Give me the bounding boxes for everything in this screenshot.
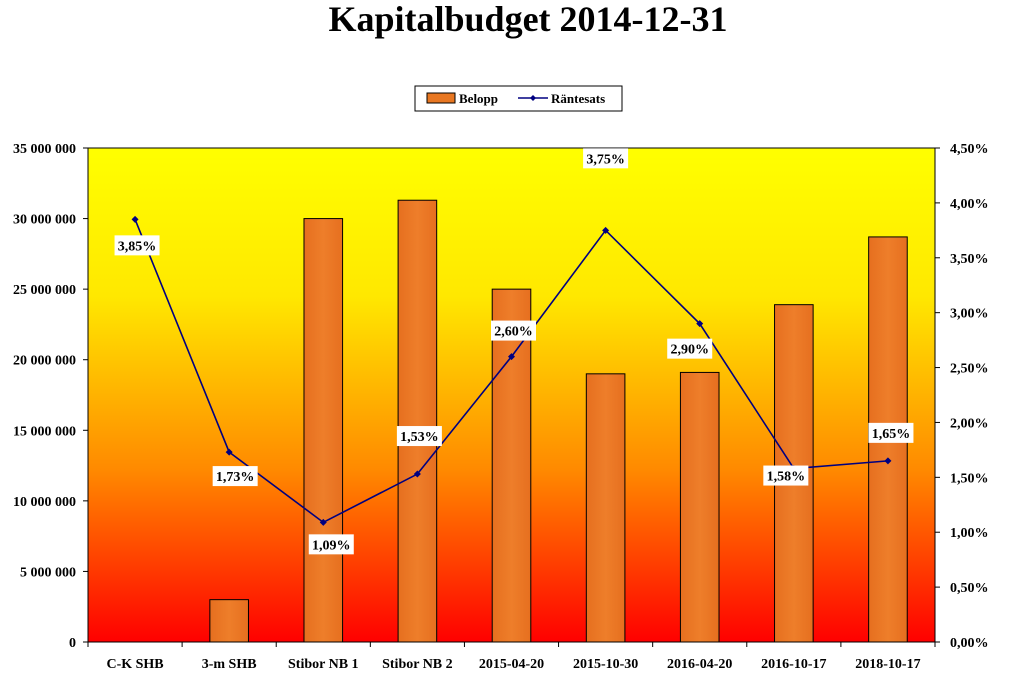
line-point xyxy=(602,226,610,234)
right-axis-tick-label: 4,50% xyxy=(950,142,989,157)
data-label-box xyxy=(868,422,914,443)
left-axis: 0 5 000 000 10 000 000 15 000 000 20 000 000… xyxy=(13,142,88,651)
line-point xyxy=(131,215,139,223)
data-labels-rantesats: 3,85% 1,73% 1,09% 1,53% 2,60% 3,75% 2,90% 1,58%… xyxy=(114,148,914,555)
data-label: 1,53% xyxy=(400,430,439,445)
data-label: 3,85% xyxy=(118,239,157,254)
right-axis-tick-label: 2,00% xyxy=(950,416,989,431)
legend: Belopp Räntesats xyxy=(414,85,623,112)
right-axis-tick-label: 1,50% xyxy=(950,471,989,486)
bar xyxy=(303,218,344,643)
line-point xyxy=(696,320,704,328)
left-axis-tick-label: 10 000 000 xyxy=(13,495,76,510)
line-point xyxy=(319,518,327,526)
data-label: 1,73% xyxy=(216,470,255,485)
left-axis-tick-label: 20 000 000 xyxy=(13,354,76,369)
category-label: Stibor NB 2 xyxy=(382,657,453,672)
data-label: 2,90% xyxy=(670,343,709,358)
line-point xyxy=(413,470,421,478)
category-label: C-K SHB xyxy=(106,657,163,672)
data-label: 3,75% xyxy=(586,152,625,167)
data-label-box xyxy=(114,235,160,256)
right-axis-tick-label: 3,00% xyxy=(950,307,989,322)
right-axis-tick-label: 3,50% xyxy=(950,252,989,267)
right-axis-tick-label: 0,00% xyxy=(950,636,989,651)
data-label: 1,65% xyxy=(872,427,911,442)
data-label-box xyxy=(308,534,354,555)
right-axis: 0,00% 0,50% 1,00% 1,50% 2,00% 2,50% 3,00% 3,50%… xyxy=(935,142,989,651)
category-label: 2018-10-17 xyxy=(855,657,920,672)
data-label: 1,09% xyxy=(312,538,351,553)
legend-label-belopp: Belopp xyxy=(459,91,498,106)
right-axis-tick-label: 0,50% xyxy=(950,581,989,596)
data-label-box xyxy=(396,426,442,447)
legend-swatch-belopp xyxy=(426,92,456,104)
category-label: 2016-10-17 xyxy=(761,657,826,672)
right-axis-tick-label: 2,50% xyxy=(950,362,989,377)
legend-marker-rantesats xyxy=(530,95,536,101)
data-label-box xyxy=(583,148,629,169)
chart-title: Kapitalbudget 2014-12-31 xyxy=(328,0,727,39)
line-point xyxy=(884,457,892,465)
line-point xyxy=(508,353,515,361)
bar xyxy=(585,373,626,643)
data-label: 2,60% xyxy=(494,325,533,340)
right-axis-tick-label: 1,00% xyxy=(950,526,989,541)
category-label: 2015-04-20 xyxy=(479,657,544,672)
category-label: 2016-04-20 xyxy=(667,657,732,672)
left-axis-tick-label: 30 000 000 xyxy=(13,213,76,228)
bar xyxy=(397,199,438,643)
line-point xyxy=(225,448,233,456)
bar xyxy=(209,599,249,643)
data-label-box xyxy=(763,465,809,486)
bar xyxy=(491,288,532,643)
left-axis-tick-label: 35 000 000 xyxy=(13,142,76,157)
legend-label-rantesats: Räntesats xyxy=(551,91,605,106)
right-axis-tick-label: 4,00% xyxy=(950,197,989,212)
left-axis-tick-label: 15 000 000 xyxy=(13,424,76,439)
data-label: 1,58% xyxy=(767,470,806,485)
left-axis-tick-label: 25 000 000 xyxy=(13,283,76,298)
category-label: Stibor NB 1 xyxy=(288,657,359,672)
category-label: 3-m SHB xyxy=(202,657,257,672)
left-axis-tick-label: 0 xyxy=(69,636,76,651)
bar xyxy=(679,371,720,643)
data-label-box xyxy=(667,338,713,359)
left-axis-tick-label: 5 000 000 xyxy=(20,565,76,580)
category-axis: C-K SHB 3-m SHB Stibor NB 1 Stibor NB 2 2015… xyxy=(87,642,936,672)
data-label-box xyxy=(491,320,536,341)
data-label-box xyxy=(212,466,258,487)
category-label: 2015-10-30 xyxy=(573,657,638,672)
